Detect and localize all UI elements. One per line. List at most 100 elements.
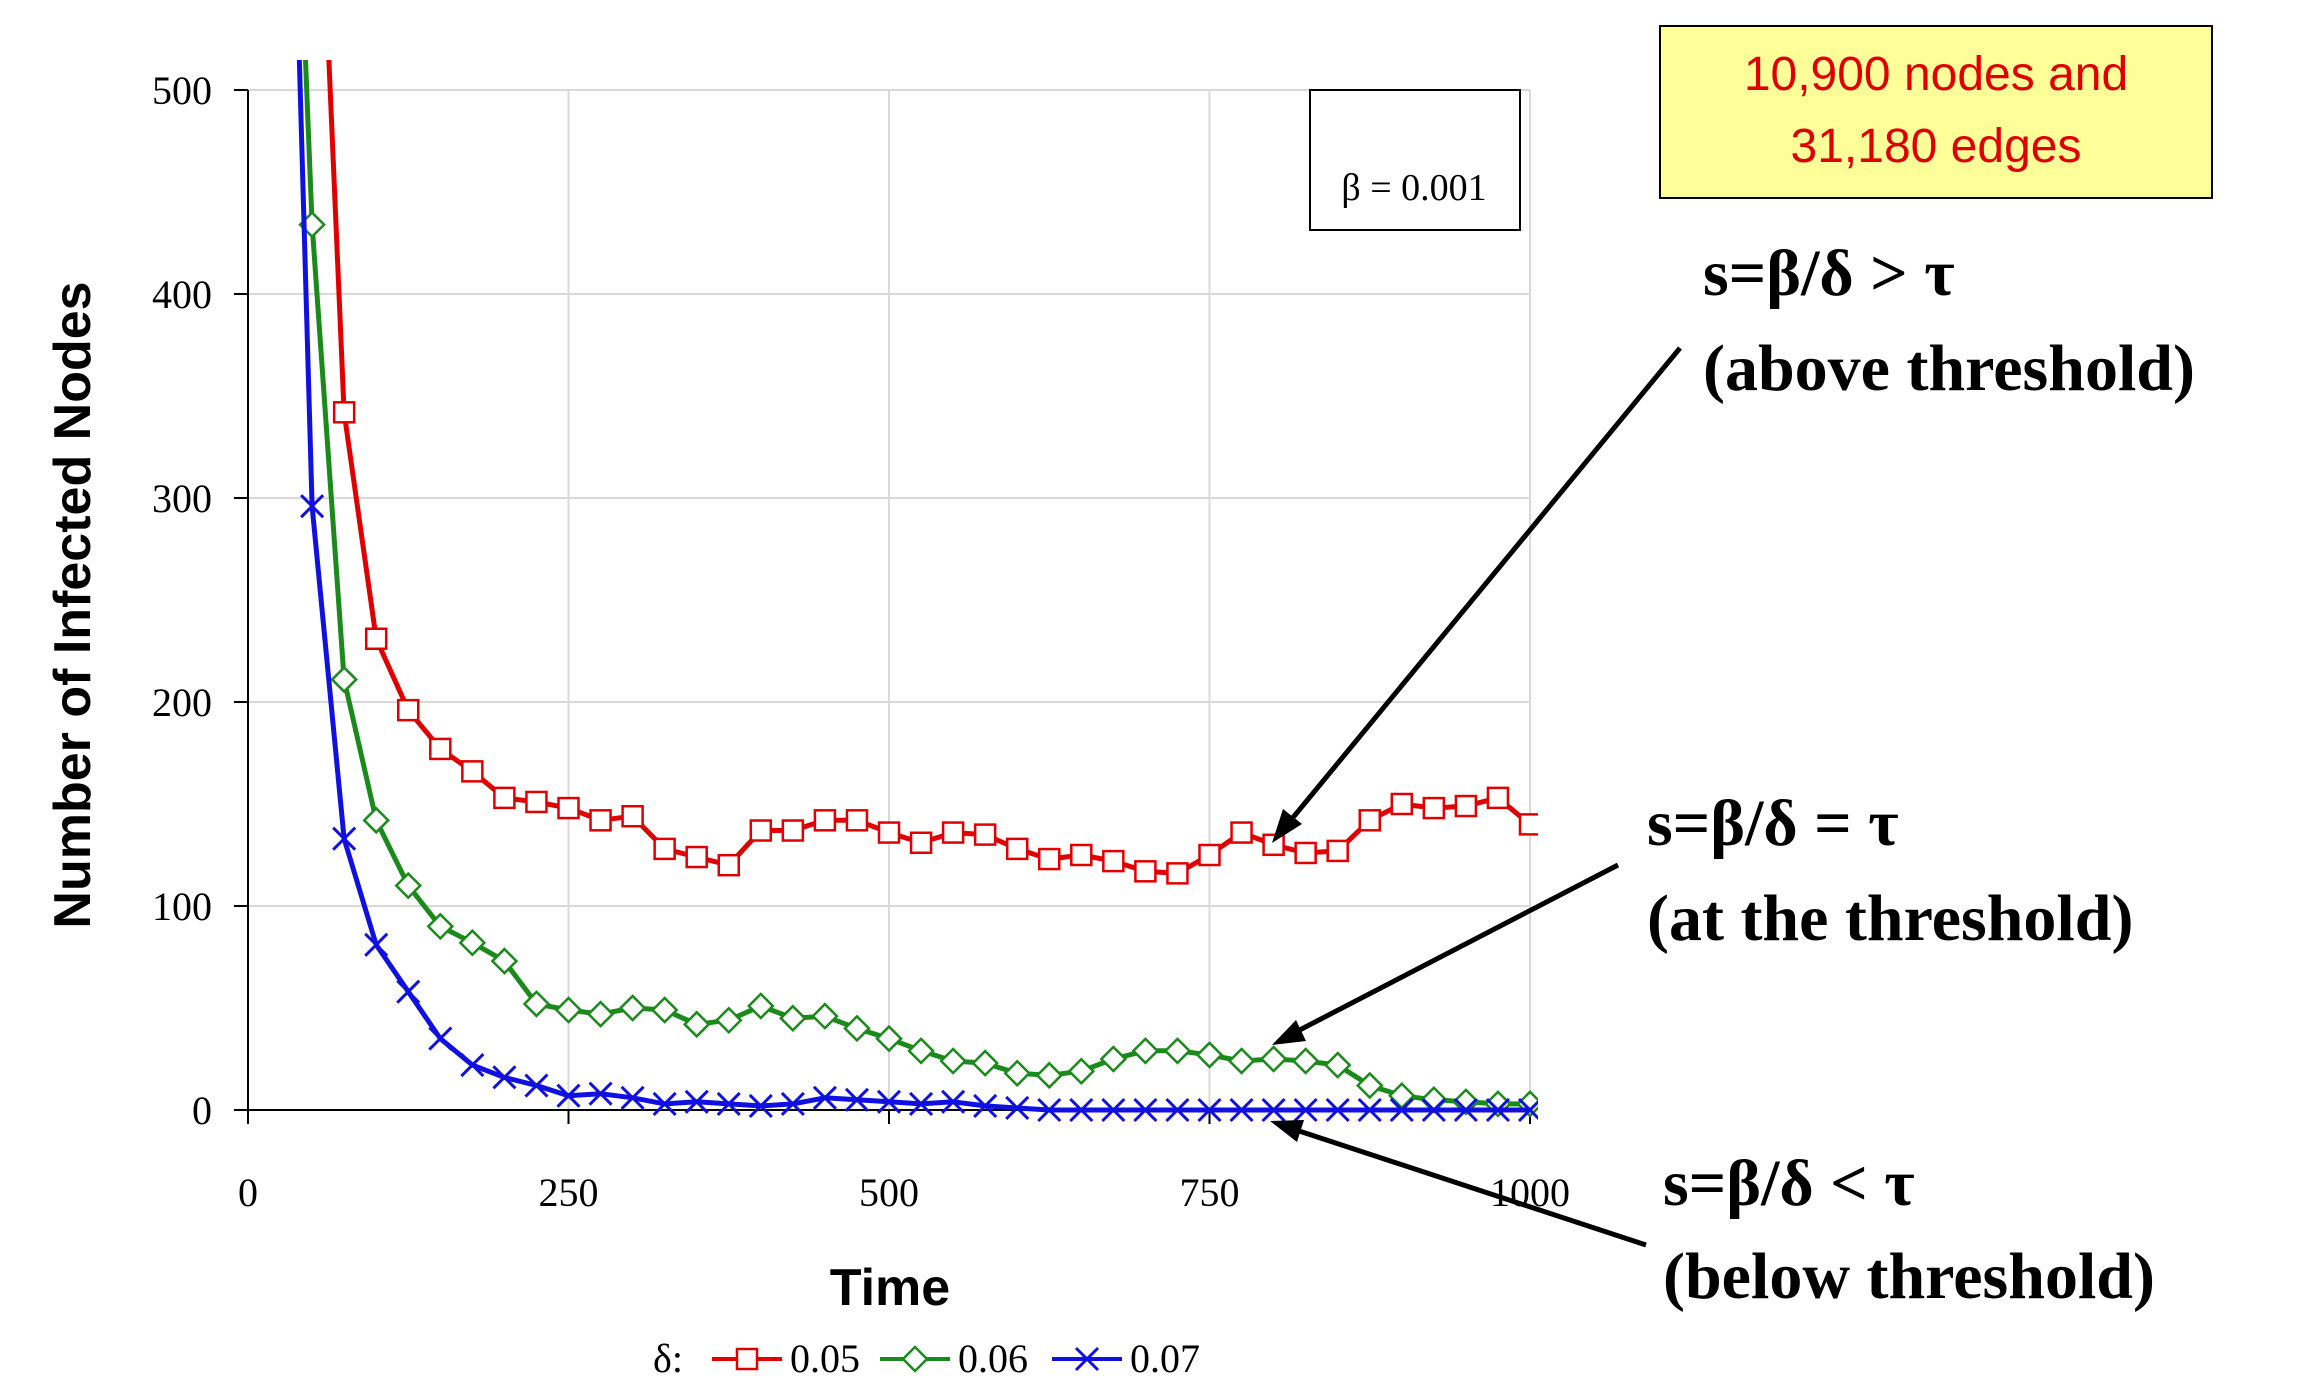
x-tick-label: 750 <box>1180 1170 1240 1215</box>
data-point <box>1358 809 1381 832</box>
data-point <box>1102 849 1125 873</box>
data-point <box>844 1087 870 1112</box>
annotation-above-line1: s=β/δ > τ <box>1703 237 1955 310</box>
data-point <box>1163 1037 1192 1065</box>
legend-marker <box>735 1347 759 1371</box>
data-point <box>1070 843 1093 867</box>
data-point <box>1005 1095 1030 1121</box>
y-tick-label: 400 <box>152 272 212 317</box>
parameter-box: β = 0.001 <box>1309 89 1521 231</box>
data-point <box>1230 821 1253 844</box>
data-point <box>1069 1097 1094 1123</box>
data-point <box>939 1047 967 1075</box>
data-point <box>1323 1051 1352 1079</box>
data-point <box>1037 1097 1062 1123</box>
data-point <box>1038 847 1061 871</box>
data-point <box>812 1085 837 1110</box>
data-point <box>1262 833 1285 857</box>
data-point <box>1422 796 1446 820</box>
annotation-at-line2: (at the threshold) <box>1647 882 2133 955</box>
data-point <box>522 990 551 1018</box>
data-point <box>1294 841 1317 865</box>
legend-marker <box>1074 1346 1100 1372</box>
data-point <box>621 804 644 828</box>
data-point <box>461 760 484 783</box>
data-point <box>1067 1057 1096 1086</box>
series-line <box>296 60 1530 1113</box>
data-point <box>556 1083 581 1108</box>
data-point <box>364 932 389 957</box>
data-point <box>973 1093 998 1118</box>
series-layer <box>296 60 1538 1123</box>
legend-label: 0.06 <box>958 1336 1028 1381</box>
data-point <box>426 912 455 941</box>
legend-label: 0.05 <box>790 1336 860 1381</box>
data-point <box>330 665 358 694</box>
data-point <box>332 401 356 424</box>
data-point <box>941 1089 966 1114</box>
legend-marker <box>901 1345 929 1373</box>
data-point <box>1259 1045 1288 1073</box>
legend: δ: 0.05 0.06 0.07 <box>653 1336 1200 1381</box>
data-point <box>586 1000 615 1028</box>
arrow-above <box>1284 346 1682 828</box>
data-point <box>557 796 580 820</box>
data-point <box>748 1093 773 1118</box>
data-point <box>684 1089 709 1114</box>
data-point <box>458 928 487 957</box>
data-point <box>1518 813 1538 836</box>
data-point <box>908 1091 934 1116</box>
data-point <box>1101 1097 1126 1123</box>
data-point <box>875 1024 903 1053</box>
data-point <box>1131 1037 1160 1065</box>
data-point <box>1390 792 1414 816</box>
data-point <box>1355 1071 1384 1100</box>
data-point <box>781 819 805 842</box>
data-point <box>1133 1097 1158 1123</box>
x-tick-label: 250 <box>539 1170 599 1215</box>
data-point <box>716 1091 741 1116</box>
arrow-at <box>1288 862 1620 1038</box>
y-tick-label: 500 <box>152 68 212 113</box>
data-point <box>1261 1097 1286 1123</box>
data-point <box>397 698 420 722</box>
y-tick-label: 200 <box>152 680 212 725</box>
data-point <box>682 1010 711 1039</box>
y-axis-title: Number of Infected Nodes <box>44 281 102 928</box>
parameter-box-frame <box>1309 89 1521 231</box>
annotation-arrows <box>1270 346 1682 1248</box>
data-point <box>490 947 519 975</box>
data-point <box>1325 1097 1350 1123</box>
data-point <box>618 994 647 1022</box>
annotation-below-line1: s=β/δ < τ <box>1663 1147 1915 1220</box>
series-0.05 <box>326 60 1538 885</box>
data-point <box>717 853 740 877</box>
data-point <box>1389 1097 1414 1123</box>
data-point <box>941 821 965 844</box>
data-point <box>1035 1061 1064 1090</box>
parameter-label: β = 0.001 <box>1341 167 1486 209</box>
arrow-at-head <box>1272 1020 1306 1045</box>
data-point <box>428 1026 453 1051</box>
data-point <box>332 826 357 851</box>
data-point <box>1486 786 1510 810</box>
data-point <box>362 806 390 835</box>
data-point <box>876 1089 902 1114</box>
data-point <box>1421 1097 1446 1123</box>
arrow-below <box>1289 1125 1647 1248</box>
data-point <box>1357 1097 1382 1123</box>
data-point <box>909 831 933 855</box>
data-point <box>973 823 997 846</box>
data-point <box>749 819 773 842</box>
annotation-below-line2: (below threshold) <box>1663 1240 2155 1313</box>
data-point <box>620 1085 645 1110</box>
gridlines <box>248 89 1531 1110</box>
data-point <box>780 1091 805 1116</box>
data-point <box>1198 843 1221 867</box>
data-point <box>653 837 676 861</box>
data-point <box>1229 1097 1254 1123</box>
data-point <box>1453 1097 1478 1123</box>
legend-label: 0.07 <box>1130 1336 1200 1381</box>
